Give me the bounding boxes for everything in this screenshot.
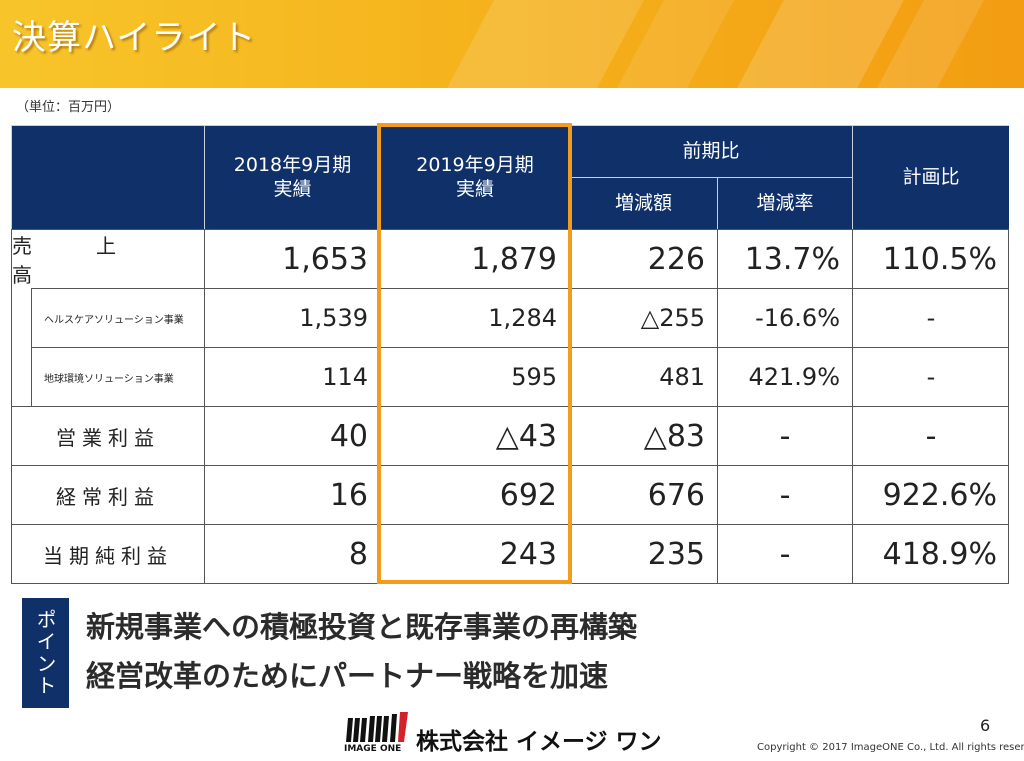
unit-note: （単位：百万円） (16, 100, 121, 115)
header-prev-ratio: 前期比 (569, 125, 852, 177)
page-title: 決算ハイライト (12, 18, 257, 58)
cell-ordinary-profit-v2018: 16 (204, 465, 380, 524)
cell-net-profit-plan: 418.9% (852, 524, 1009, 584)
copyright: Copyright © 2017 ImageONE Co., Ltd. All … (757, 742, 1024, 753)
header-change-amount: 増減額 (569, 177, 717, 229)
row-label-ordinary-profit: 経常利益 (11, 465, 204, 524)
cell-environment-diff: 481 (569, 347, 717, 406)
row-label-operating-profit: 営業利益 (11, 406, 204, 465)
logo-text: IMAGE ONE (344, 744, 402, 754)
row-label-net-profit: 当期純利益 (11, 524, 204, 584)
cell-net-profit-diff: 235 (569, 524, 717, 584)
cell-ordinary-profit-plan: 922.6% (852, 465, 1009, 524)
point-tab: ポイント (22, 598, 69, 708)
cell-environment-rate: 421.9% (717, 347, 852, 406)
cell-environment-plan: - (852, 347, 1009, 406)
cell-healthcare-diff: △255 (569, 288, 717, 347)
row-label-environment: 地球環境ソリューション事業 (31, 347, 204, 406)
cell-healthcare-rate: -16.6% (717, 288, 852, 347)
cell-operating-profit-rate: - (717, 406, 852, 465)
company-name: 株式会社 イメージ ワン (416, 729, 662, 755)
cell-ordinary-profit-rate: - (717, 465, 852, 524)
results-table: 2018年9月期 実績 2019年9月期 実績 前期比 増減額 増減率 計画比 売 … (11, 123, 1009, 584)
header-corner (11, 125, 204, 229)
header-2018: 2018年9月期 実績 (204, 125, 380, 229)
cell-sales-diff: 226 (569, 229, 717, 288)
cell-operating-profit-diff: △83 (569, 406, 717, 465)
cell-net-profit-v2019: 243 (380, 524, 569, 584)
cell-environment-v2019: 595 (380, 347, 569, 406)
cell-ordinary-profit-diff: 676 (569, 465, 717, 524)
header-plan-ratio: 計画比 (852, 125, 1009, 229)
cell-sales-rate: 13.7% (717, 229, 852, 288)
cell-environment-v2018: 114 (204, 347, 380, 406)
header-2019: 2019年9月期 実績 (380, 125, 569, 229)
point-line-1: 新規事業への積極投資と既存事業の再構築 (86, 610, 638, 644)
imageone-logo (346, 712, 408, 742)
row-label-healthcare: ヘルスケアソリューション事業 (31, 288, 204, 347)
cell-net-profit-rate: - (717, 524, 852, 584)
cell-ordinary-profit-v2019: 692 (380, 465, 569, 524)
cell-sales-v2019: 1,879 (380, 229, 569, 288)
cell-operating-profit-plan: - (852, 406, 1009, 465)
header-banner (0, 0, 1024, 88)
cell-operating-profit-v2018: 40 (204, 406, 380, 465)
point-line-2: 経営改革のためにパートナー戦略を加速 (86, 659, 609, 693)
cell-healthcare-v2019: 1,284 (380, 288, 569, 347)
cell-sales-v2018: 1,653 (204, 229, 380, 288)
page-number: 6 (980, 716, 991, 735)
header-change-rate: 増減率 (717, 177, 852, 229)
row-label-sales: 売 上 高 (11, 229, 204, 288)
cell-healthcare-v2018: 1,539 (204, 288, 380, 347)
cell-net-profit-v2018: 8 (204, 524, 380, 584)
cell-sales-plan: 110.5% (852, 229, 1009, 288)
cell-operating-profit-v2019: △43 (380, 406, 569, 465)
cell-healthcare-plan: - (852, 288, 1009, 347)
